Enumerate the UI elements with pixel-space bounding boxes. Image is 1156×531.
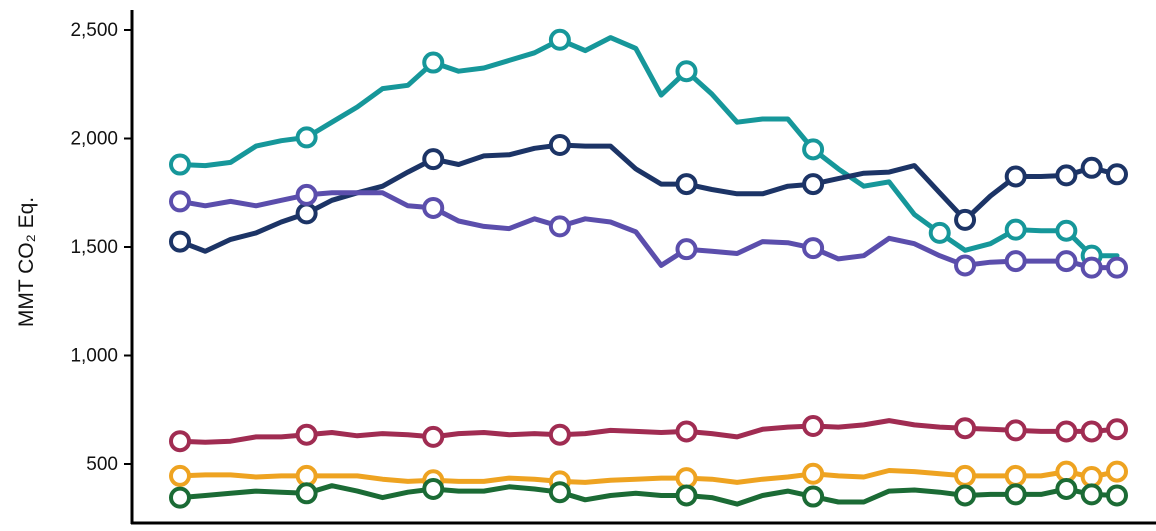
series-line-3 xyxy=(177,418,1120,445)
series-marker-5 xyxy=(675,484,698,507)
series-marker-1 xyxy=(422,148,445,171)
series-marker-3 xyxy=(548,423,571,446)
series-marker-2 xyxy=(1080,256,1103,279)
series-marker-3 xyxy=(1055,420,1078,443)
series-marker-2 xyxy=(422,196,445,219)
series-marker-1 xyxy=(1004,165,1027,188)
y-ticks: 500 1,000 1,500 2,000 2,500 xyxy=(70,20,133,475)
series-marker-0 xyxy=(169,153,191,176)
series-marker-3 xyxy=(954,417,977,440)
series-marker-1 xyxy=(1106,163,1128,186)
series-marker-2 xyxy=(169,190,191,213)
series-marker-3 xyxy=(802,415,825,438)
series-marker-1 xyxy=(295,202,318,225)
series-marker-5 xyxy=(1055,477,1078,500)
series-marker-3 xyxy=(675,420,698,443)
marker-layer xyxy=(169,28,1128,509)
series-marker-0 xyxy=(548,28,571,51)
series-marker-5 xyxy=(1004,483,1027,506)
series-marker-0 xyxy=(1004,218,1027,241)
series-marker-4 xyxy=(295,464,318,487)
series-marker-3 xyxy=(1106,418,1128,441)
series-marker-1 xyxy=(169,230,191,253)
series-marker-2 xyxy=(548,215,571,238)
series-marker-0 xyxy=(675,60,698,83)
y-tick-label: 2,000 xyxy=(70,129,118,150)
series-marker-2 xyxy=(295,183,318,206)
y-tick-label: 1,500 xyxy=(70,237,118,258)
series-marker-5 xyxy=(295,482,318,505)
series-marker-0 xyxy=(295,126,318,149)
series-marker-3 xyxy=(1080,420,1103,443)
series-marker-1 xyxy=(802,173,825,196)
series-line-4 xyxy=(177,468,1120,485)
series-marker-5 xyxy=(802,485,825,508)
series-marker-2 xyxy=(954,254,977,277)
series-marker-3 xyxy=(169,430,191,453)
axes xyxy=(130,10,1156,525)
series-marker-5 xyxy=(1080,483,1103,506)
series-marker-0 xyxy=(422,51,445,74)
series-marker-1 xyxy=(1055,164,1078,187)
series-marker-2 xyxy=(802,237,825,260)
y-tick-label: 500 xyxy=(86,454,118,475)
series-layer xyxy=(177,35,1120,507)
series-marker-2 xyxy=(1004,250,1027,273)
series-marker-1 xyxy=(954,208,977,231)
series-marker-5 xyxy=(548,481,571,504)
series-marker-5 xyxy=(169,486,191,509)
series-marker-4 xyxy=(1055,460,1078,483)
series-marker-1 xyxy=(675,173,698,196)
series-marker-2 xyxy=(1106,256,1128,279)
series-marker-5 xyxy=(422,477,445,500)
series-marker-4 xyxy=(1106,460,1128,483)
series-marker-1 xyxy=(548,134,571,157)
series-line-1 xyxy=(177,142,1120,254)
series-marker-3 xyxy=(295,423,318,446)
series-marker-0 xyxy=(1055,219,1078,242)
series-marker-3 xyxy=(1004,419,1027,442)
series-line-0 xyxy=(177,35,1120,259)
series-marker-5 xyxy=(1106,484,1128,507)
series-marker-5 xyxy=(954,484,977,507)
series-marker-4 xyxy=(802,462,825,485)
series-marker-2 xyxy=(675,238,698,261)
series-marker-1 xyxy=(1080,156,1103,179)
series-line-5 xyxy=(177,483,1120,507)
series-marker-0 xyxy=(802,138,825,161)
series-marker-2 xyxy=(1055,250,1078,273)
y-axis-title: MMT CO₂ Eq. xyxy=(15,197,38,327)
series-marker-4 xyxy=(1080,466,1103,489)
series-marker-4 xyxy=(954,464,977,487)
series-marker-3 xyxy=(422,425,445,448)
series-marker-4 xyxy=(169,464,191,487)
y-tick-label: 1,000 xyxy=(70,346,118,367)
series-marker-0 xyxy=(928,221,951,244)
y-tick-label: 2,500 xyxy=(70,20,118,41)
series-marker-4 xyxy=(675,467,698,490)
series-marker-4 xyxy=(1004,464,1027,487)
